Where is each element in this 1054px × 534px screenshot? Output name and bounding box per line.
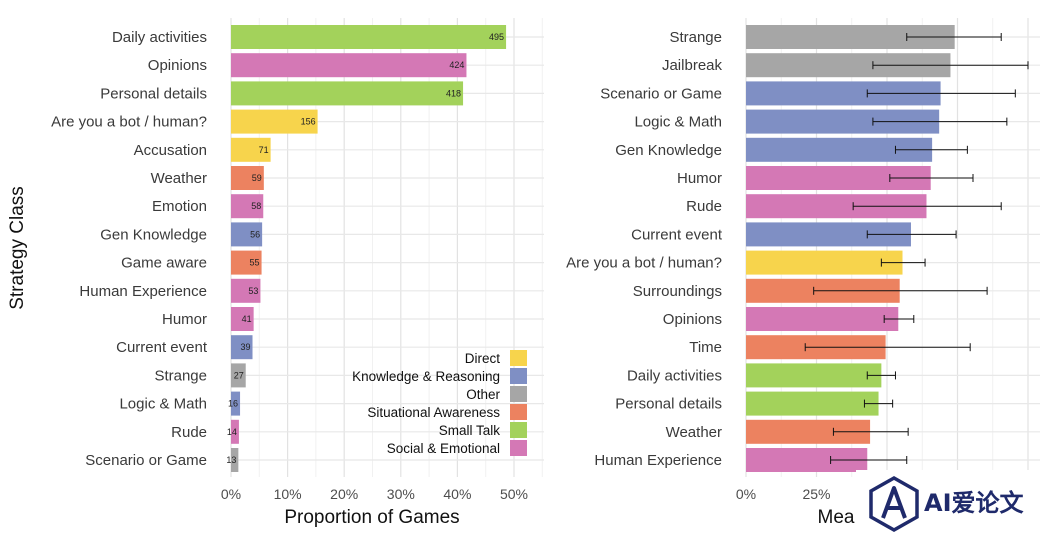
- category-label: Rude: [171, 424, 207, 441]
- category-label: Jailbreak: [662, 57, 723, 74]
- category-label: Scenario or Game: [85, 452, 207, 469]
- data-label: 418: [446, 88, 461, 98]
- category-label: Gen Knowledge: [100, 226, 207, 243]
- category-label: Humor: [677, 170, 722, 187]
- legend-swatch: [510, 368, 527, 384]
- logo-glyph-icon: [881, 486, 907, 519]
- category-label: Weather: [666, 424, 722, 441]
- category-label: Personal details: [100, 85, 207, 102]
- category-label: Accusation: [134, 142, 207, 159]
- data-label: 424: [449, 60, 464, 70]
- bar: [231, 194, 264, 219]
- category-label: Humor: [162, 311, 207, 328]
- bar: [746, 391, 879, 416]
- category-label: Current event: [116, 339, 208, 356]
- category-label: Strange: [669, 29, 722, 46]
- legend-swatch: [510, 440, 527, 456]
- bar: [231, 25, 507, 49]
- legend-swatch: [510, 422, 527, 438]
- legend-swatch: [510, 404, 527, 420]
- category-label: Human Experience: [594, 452, 722, 469]
- category-label: Daily activities: [627, 367, 722, 384]
- bar: [231, 53, 467, 78]
- data-label: 495: [489, 32, 504, 42]
- bar: [746, 53, 951, 78]
- data-label: 53: [248, 286, 258, 296]
- x-tick-label: 20%: [330, 486, 358, 502]
- bar: [231, 222, 263, 247]
- category-label: Rude: [686, 198, 722, 215]
- data-label: 13: [226, 455, 236, 465]
- category-label: Gen Knowledge: [615, 142, 722, 159]
- category-label: Strange: [154, 367, 207, 384]
- watermark: AI爱论文: [856, 470, 1052, 533]
- category-label: Logic & Math: [119, 396, 207, 413]
- legend-label: Direct: [465, 351, 501, 366]
- data-label: 59: [252, 173, 262, 183]
- bar: [231, 419, 239, 444]
- bar: [746, 307, 899, 331]
- bar: [231, 278, 261, 303]
- data-label: 56: [250, 229, 260, 239]
- legend-label: Knowledge & Reasoning: [352, 369, 500, 384]
- bar: [231, 307, 254, 331]
- category-label: Daily activities: [112, 29, 207, 46]
- bar: [746, 363, 882, 388]
- x-axis-title: Mea: [818, 507, 855, 528]
- category-label: Human Experience: [79, 283, 207, 300]
- bar: [231, 109, 318, 134]
- data-label: 58: [251, 201, 261, 211]
- category-label: Scenario or Game: [600, 85, 722, 102]
- logo-icon: [869, 475, 919, 533]
- data-label: 55: [250, 258, 260, 268]
- x-tick-label: 30%: [387, 486, 415, 502]
- category-label: Weather: [151, 170, 207, 187]
- x-tick-label: 50%: [500, 486, 528, 502]
- legend-label: Small Talk: [439, 423, 501, 438]
- bar: [231, 363, 246, 388]
- data-label: 156: [301, 117, 316, 127]
- category-label: Opinions: [663, 311, 722, 328]
- bar: [746, 250, 903, 275]
- category-label: Are you a bot / human?: [51, 114, 207, 131]
- legend-swatch: [510, 350, 527, 366]
- category-label: Game aware: [121, 255, 207, 272]
- category-label: Current event: [631, 226, 723, 243]
- watermark-text: AI爱论文: [924, 489, 1025, 517]
- x-tick-label: 10%: [274, 486, 302, 502]
- bar: [231, 391, 241, 416]
- category-label: Are you a bot / human?: [566, 255, 722, 272]
- x-tick-label: 0%: [221, 486, 241, 502]
- bar: [231, 81, 464, 106]
- category-label: Emotion: [152, 198, 207, 215]
- bar: [231, 335, 253, 360]
- x-axis-title: Proportion of Games: [284, 507, 459, 528]
- legend-label: Situational Awareness: [367, 405, 500, 420]
- legend: Direct Knowledge & Reasoning Other Situatio…: [352, 350, 527, 456]
- category-label: Opinions: [148, 57, 207, 74]
- data-label: 14: [227, 427, 237, 437]
- data-label: 39: [240, 342, 250, 352]
- bar: [231, 250, 262, 275]
- legend-label: Social & Emotional: [387, 441, 500, 456]
- y-axis-title: Strategy Class: [7, 186, 28, 310]
- data-label: 27: [234, 370, 244, 380]
- bar: [231, 166, 264, 190]
- data-label: 71: [259, 145, 269, 155]
- legend-label: Other: [466, 387, 500, 402]
- bar: [231, 137, 271, 162]
- data-label: 16: [228, 399, 238, 409]
- bar: [231, 448, 239, 472]
- x-tick-label: 25%: [802, 486, 830, 502]
- category-label: Personal details: [615, 396, 722, 413]
- category-label: Logic & Math: [634, 114, 722, 131]
- x-tick-label: 40%: [443, 486, 471, 502]
- category-label: Time: [689, 339, 722, 356]
- category-label: Surroundings: [633, 283, 722, 300]
- legend-swatch: [510, 386, 527, 402]
- data-label: 41: [242, 314, 252, 324]
- x-tick-label: 0%: [736, 486, 756, 502]
